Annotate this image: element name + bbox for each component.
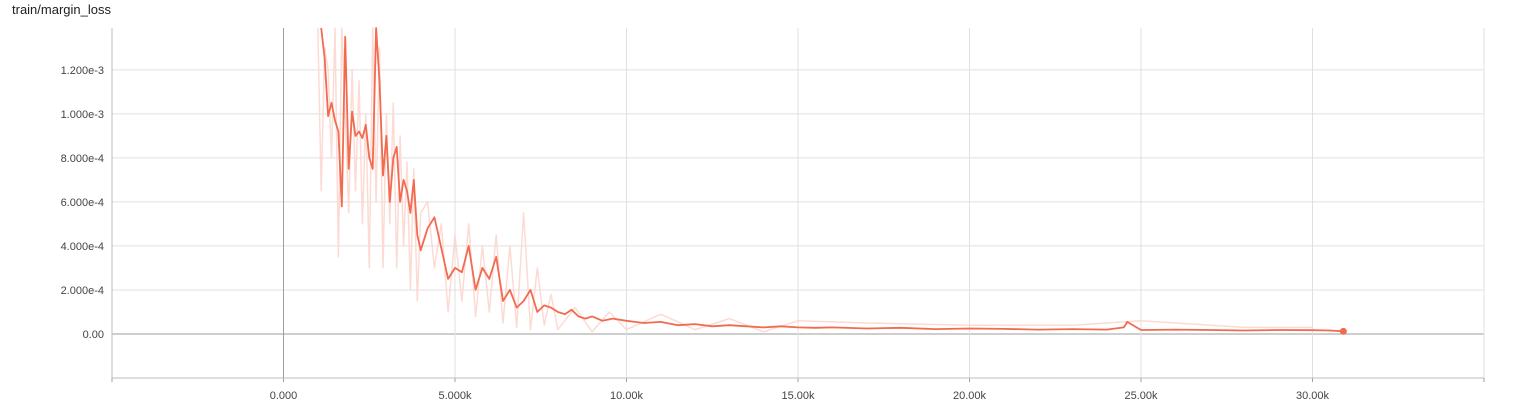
x-tick-label: 0.000	[270, 390, 298, 402]
y-tick-label: 6.000e-4	[61, 197, 104, 209]
chart-title: train/margin_loss	[12, 2, 111, 17]
y-tick-label: 1.000e-3	[61, 109, 104, 121]
smoothed-series-line	[320, 27, 1344, 333]
y-tick-label: 2.000e-4	[61, 285, 104, 297]
x-tick-label: 20.00k	[953, 390, 987, 402]
raw-series-line	[317, 27, 1313, 333]
x-tick-label: 15.00k	[781, 390, 815, 402]
y-tick-label: 1.200e-3	[61, 65, 104, 77]
x-tick-label: 10.00k	[610, 390, 644, 402]
grid-layer	[112, 28, 1484, 378]
x-tick-label: 5.000k	[438, 390, 472, 402]
y-tick-label: 0.00	[83, 329, 104, 341]
x-tick-label: 25.00k	[1124, 390, 1158, 402]
axis-layer	[111, 28, 1485, 382]
y-tick-label: 8.000e-4	[61, 153, 104, 165]
x-tick-label: 30.00k	[1296, 390, 1330, 402]
y-tick-label: 4.000e-4	[61, 241, 104, 253]
tick-label-layer: 0.00 2.000e-4 4.000e-4 6.000e-4 8.000e-4 1.00…	[61, 65, 1330, 402]
raw-series-layer	[317, 27, 1313, 333]
smoothed-series-layer	[320, 27, 1347, 335]
last-point-marker	[1339, 327, 1347, 335]
